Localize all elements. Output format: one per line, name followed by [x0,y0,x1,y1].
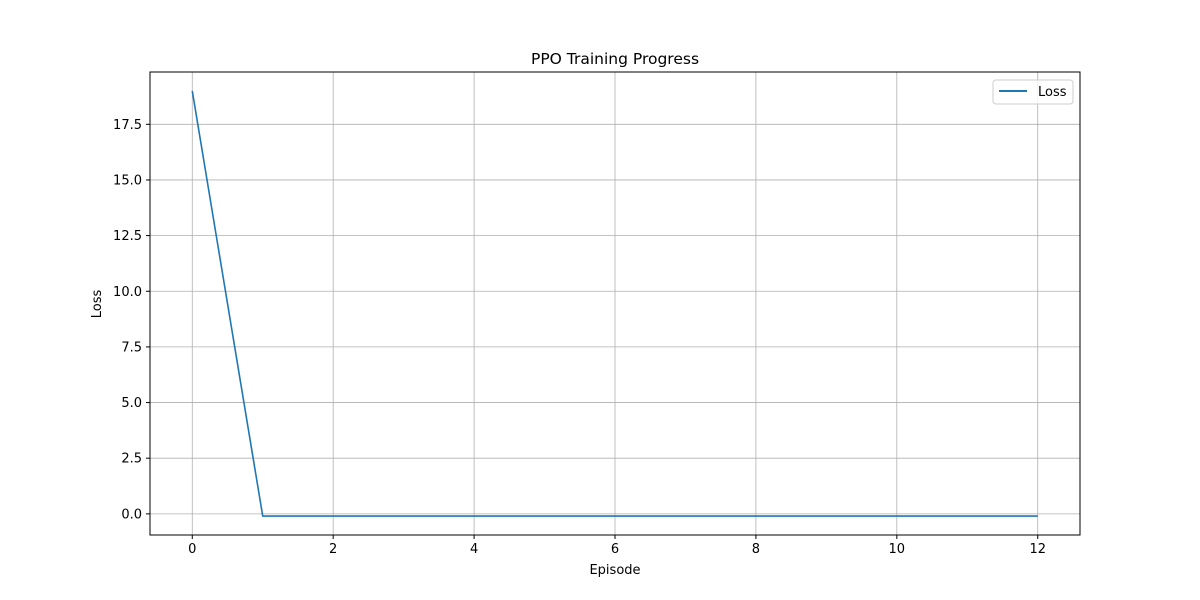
data-point [262,515,264,517]
data-point [403,515,405,517]
data-point [191,90,193,92]
legend-label-loss: Loss [1038,85,1067,100]
data-point [473,515,475,517]
y-tick-label: 15.0 [113,173,142,188]
y-tick-label: 2.5 [121,452,142,467]
axis-ticks: 0 2 4 6 8 10 12 0.0 2.5 5.0 7.5 10.0 12.5 15.0 17.5 [113,118,1046,557]
grid [150,72,1080,535]
legend: Loss [992,79,1074,105]
data-point [544,515,546,517]
y-tick-label: 5.0 [121,396,142,411]
x-tick-label: 10 [889,542,906,557]
data-point [614,515,616,517]
x-tick-label: 12 [1029,542,1046,557]
y-tick-label: 12.5 [113,229,142,244]
data-point [685,515,687,517]
y-tick-label: 17.5 [113,118,142,133]
series-layer [191,90,1038,517]
x-axis-label: Episode [589,563,640,578]
data-point [332,515,334,517]
y-tick-label: 10.0 [113,285,142,300]
x-tick-label: 2 [329,542,337,557]
y-axis-label: Loss [90,290,105,319]
y-tick-label: 0.0 [121,507,142,522]
y-tick-label: 7.5 [121,340,142,355]
x-tick-label: 6 [611,542,619,557]
chart-title: PPO Training Progress [531,50,699,68]
x-tick-label: 0 [188,542,196,557]
data-point [896,515,898,517]
series-line-loss [191,90,1038,517]
x-tick-label: 4 [470,542,478,557]
legend-box [992,79,1074,105]
data-point [1037,515,1039,517]
x-tick-label: 8 [752,542,760,557]
data-point [826,515,828,517]
data-point [755,515,757,517]
data-point [966,515,968,517]
